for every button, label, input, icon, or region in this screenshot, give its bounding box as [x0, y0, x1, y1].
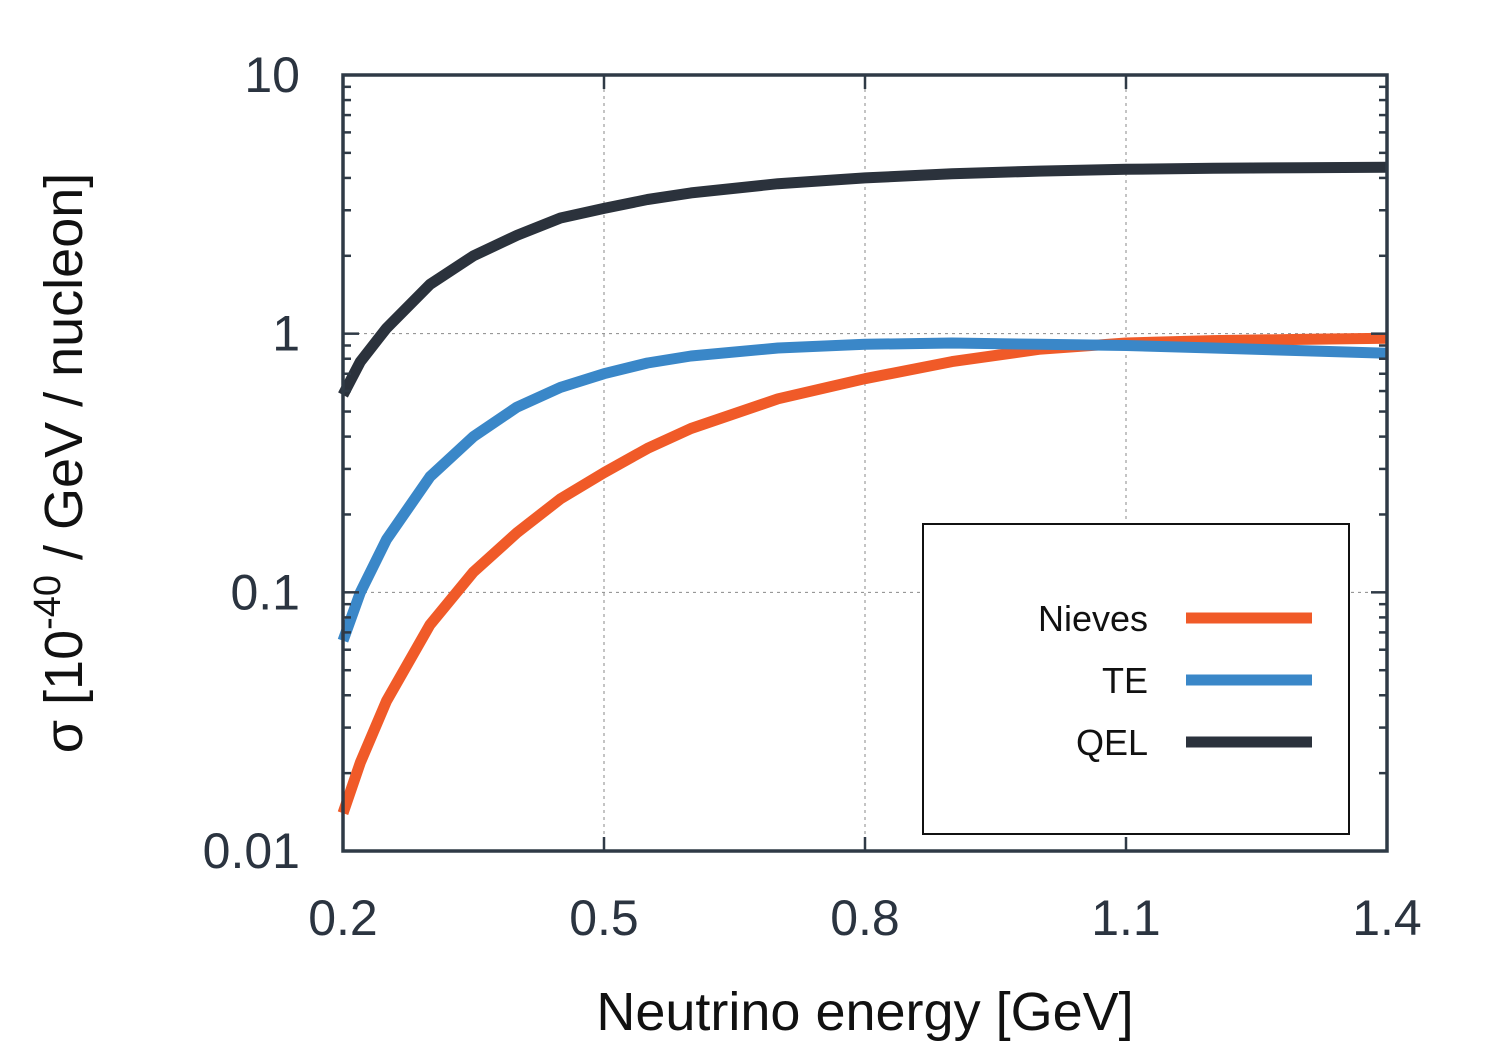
y-tick-label: 0.1 [230, 564, 300, 620]
axis-ticks [341, 73, 1389, 853]
y-tick-label: 1 [272, 306, 300, 362]
x-tick-label: 0.5 [569, 890, 639, 946]
series-line-qel [338, 161, 1388, 398]
legend-label-nieves: Nieves [1038, 598, 1148, 639]
x-tick-label: 0.2 [308, 890, 378, 946]
y-axis-label-suffix: / GeV / nucleon] [34, 173, 94, 575]
y-tick-label: 10 [244, 47, 300, 103]
y-axis-label: σ [10-40 / GeV / nucleon] [27, 173, 94, 754]
x-tick-label: 0.8 [830, 890, 900, 946]
y-axis-label-exponent: -40 [27, 575, 69, 630]
x-tick-label: 1.4 [1352, 890, 1422, 946]
x-tick-label: 1.1 [1091, 890, 1161, 946]
series-lines [337, 161, 1388, 815]
tick-labels: 0.2 0.5 0.8 1.1 1.4 0.01 0.1 1 10 [203, 47, 1422, 946]
y-axis-label-prefix: σ [10 [34, 630, 94, 753]
legend-label-qel: QEL [1076, 722, 1148, 763]
y-tick-label: 0.01 [203, 823, 300, 879]
series-line-te [337, 337, 1388, 643]
legend-label-te: TE [1102, 660, 1148, 701]
x-axis-label: Neutrino energy [GeV] [596, 982, 1133, 1042]
legend: Nieves TE QEL [922, 523, 1350, 835]
